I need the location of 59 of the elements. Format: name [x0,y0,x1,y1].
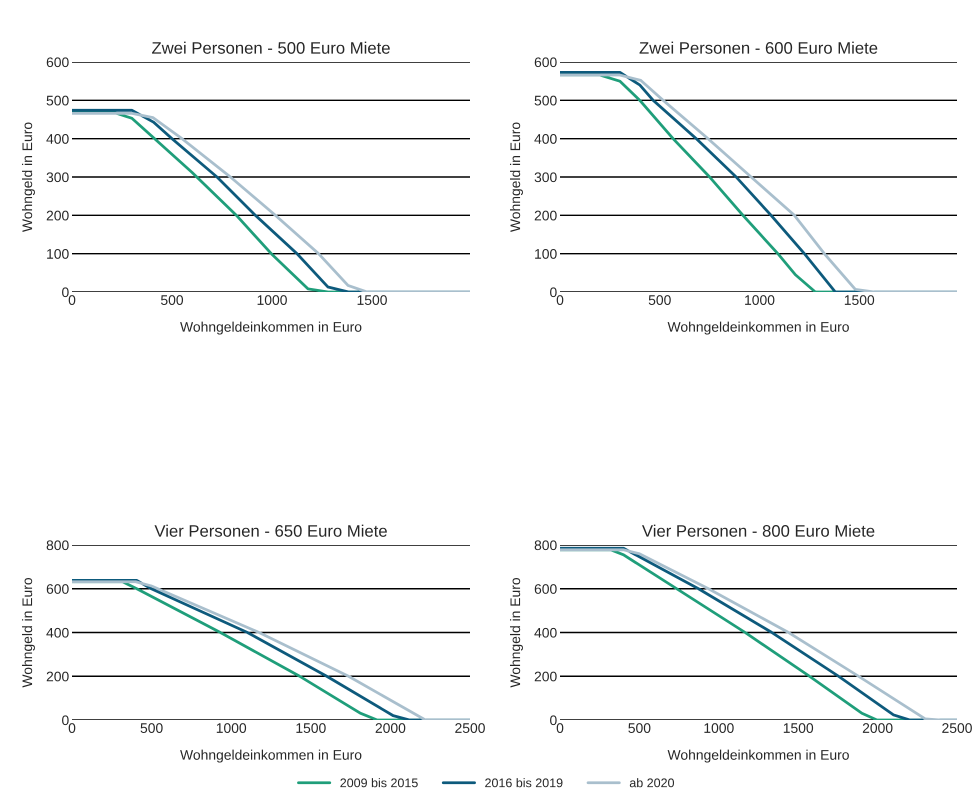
y-tick-label: 200 [46,210,69,221]
x-tick-label: 1000 [745,295,774,305]
x-tick-label: 1000 [216,723,246,733]
legend-label: 2009 bis 2015 [340,778,418,788]
y-tick-label: 600 [534,57,557,68]
x-tick-label: 500 [648,295,671,305]
x-tick-label: 2500 [455,723,485,733]
x-tick-label: 500 [140,723,163,733]
y-tick-label: 500 [46,96,69,106]
y-tick-label: 200 [534,672,557,682]
x-tick-label: 0 [556,723,564,733]
x-axis-title: Wohngeldeinkommen in Euro [668,750,849,763]
y-tick-label: 0 [550,715,557,726]
chart-title: Zwei Personen - 500 Euro Miete [152,42,390,54]
y-tick-label: 400 [46,134,69,144]
chart-title: Vier Personen - 650 Euro Miete [154,524,387,537]
x-tick-label: 500 [160,295,184,305]
y-tick-label: 800 [46,540,69,550]
x-axis-title: Wohngeldeinkommen in Euro [180,750,362,763]
y-tick-label: 100 [47,249,69,259]
x-axis-title: Wohngeldeinkommen in Euro [180,322,362,335]
x-tick-label: 2500 [942,723,972,733]
y-tick-label: 600 [46,57,69,68]
legend-label: ab 2020 [630,778,674,788]
x-tick-label: 2000 [862,723,893,733]
y-tick-label: 600 [534,584,557,594]
y-axis-title: Wohngeld in Euro [510,578,523,688]
y-tick-label: 100 [535,249,557,259]
x-tick-label: 0 [68,295,76,305]
y-tick-label: 400 [534,134,557,144]
x-tick-label: 1000 [258,295,287,305]
x-tick-label: 1500 [358,295,387,305]
y-tick-label: 600 [46,584,69,594]
y-tick-label: 200 [46,672,69,682]
chart-title: Zwei Personen - 600 Euro Miete [640,42,878,54]
x-tick-label: 0 [556,295,564,305]
y-tick-label: 500 [534,96,557,106]
y-axis-title: Wohngeld in Euro [22,122,35,232]
x-axis-title: Wohngeldeinkommen in Euro [668,322,849,335]
x-tick-label: 1500 [844,295,874,305]
y-tick-label: 0 [62,715,69,726]
legend-label: 2016 bis 2019 [485,778,562,788]
y-tick-label: 200 [534,210,557,221]
x-tick-label: 1000 [704,723,734,733]
y-axis-title: Wohngeld in Euro [510,122,523,232]
y-tick-label: 300 [534,172,557,182]
chart-title: Vier Personen - 800 Euro Miete [642,524,874,537]
y-tick-label: 0 [62,287,69,298]
y-tick-label: 300 [46,172,69,182]
x-tick-label: 1500 [296,723,326,733]
x-tick-label: 2000 [376,723,406,733]
y-tick-label: 400 [534,628,557,638]
y-axis-title: Wohngeld in Euro [22,578,35,688]
y-tick-label: 800 [534,540,557,550]
x-tick-label: 1500 [784,723,814,733]
x-tick-label: 500 [628,723,650,733]
y-tick-label: 400 [46,628,69,638]
x-tick-label: 0 [68,723,76,733]
y-tick-label: 0 [550,287,557,298]
